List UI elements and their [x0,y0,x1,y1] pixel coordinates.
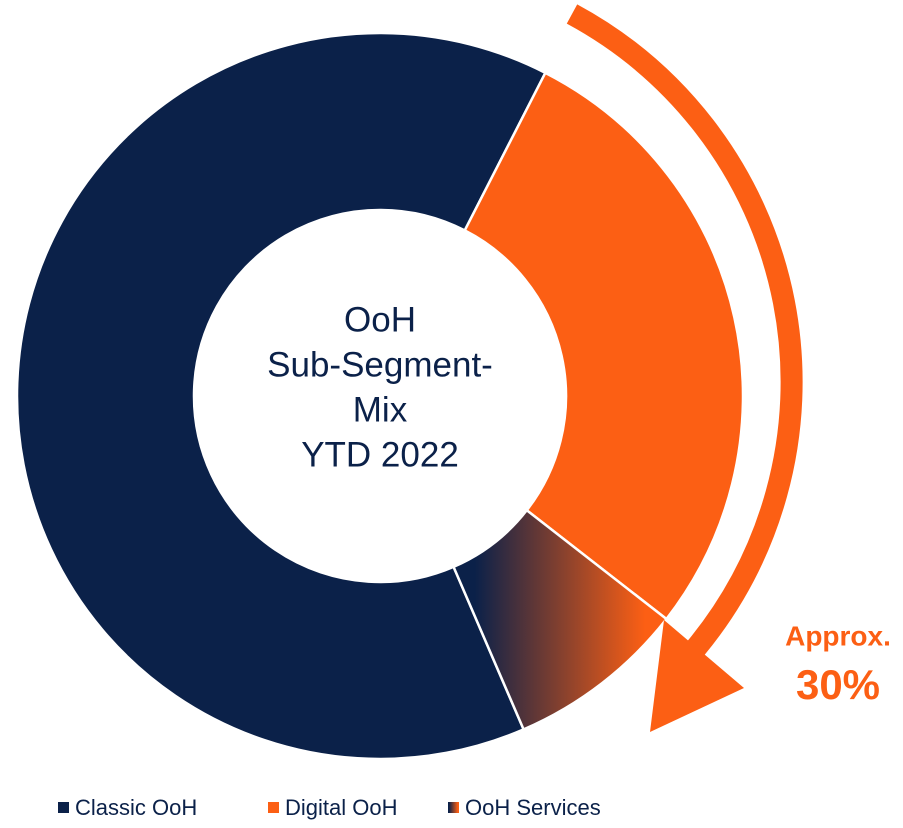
donut-segment [15,31,548,761]
legend: Classic OoH Digital OoH OoH Services [58,795,601,820]
center-text: OoH [344,300,416,339]
legend-label: Classic OoH [75,795,197,820]
legend-label: Digital OoH [285,795,397,820]
legend-swatch [268,802,279,813]
legend-label: OoH Services [465,795,601,820]
arrow-head [650,620,744,732]
annotation: 30% [796,661,880,708]
annotation: Approx. [785,620,891,651]
donut-segment [451,508,669,732]
donut [15,31,745,761]
center-text: YTD 2022 [301,435,459,474]
legend-swatch [58,802,69,813]
legend-swatch [448,802,459,813]
center-text: Mix [353,390,408,429]
donut-segment [463,71,745,621]
center-text: Sub-Segment- [267,345,493,384]
arrow-shaft [566,4,803,655]
